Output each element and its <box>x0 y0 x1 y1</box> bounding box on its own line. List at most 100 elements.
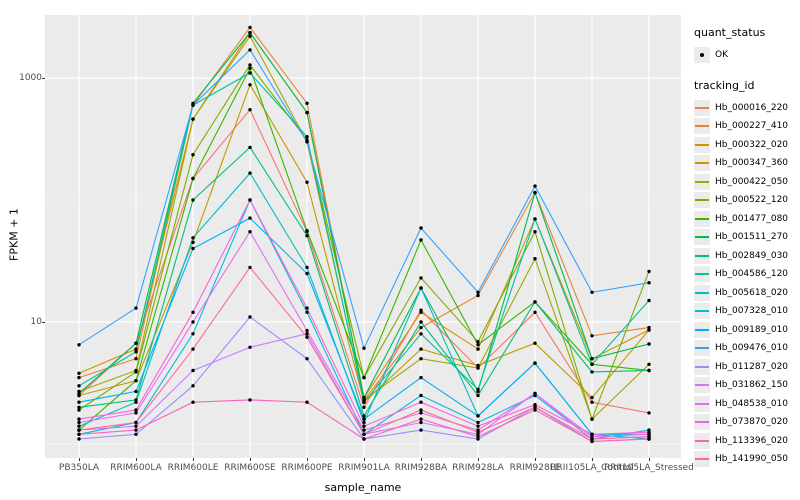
legend-item-Hb_048538_010[interactable]: Hb_048538_010 <box>694 395 798 414</box>
data-point[interactable] <box>419 286 423 290</box>
data-point[interactable] <box>533 403 537 407</box>
legend-item-Hb_009476_010[interactable]: Hb_009476_010 <box>694 339 798 358</box>
data-point[interactable] <box>191 368 195 373</box>
data-point[interactable] <box>419 417 423 421</box>
legend-item-Hb_004586_120[interactable]: Hb_004586_120 <box>694 265 798 284</box>
data-point[interactable] <box>647 362 651 366</box>
data-point[interactable] <box>248 216 252 220</box>
data-point[interactable] <box>248 48 252 52</box>
data-point[interactable] <box>305 306 309 310</box>
data-point[interactable] <box>248 230 252 234</box>
data-point[interactable] <box>77 391 81 396</box>
data-point[interactable] <box>419 375 423 380</box>
data-point[interactable] <box>134 411 138 415</box>
data-point[interactable] <box>476 366 480 370</box>
data-point[interactable] <box>248 63 252 67</box>
data-point[interactable] <box>191 240 195 244</box>
data-point[interactable] <box>191 176 195 181</box>
data-point[interactable] <box>419 320 423 324</box>
data-point[interactable] <box>419 347 423 351</box>
data-point[interactable] <box>476 434 480 439</box>
data-point[interactable] <box>476 414 480 418</box>
data-point[interactable] <box>77 405 81 409</box>
data-point[interactable] <box>362 400 366 404</box>
data-point[interactable] <box>476 293 480 298</box>
data-point[interactable] <box>362 346 366 350</box>
data-point[interactable] <box>647 328 651 332</box>
data-point[interactable] <box>305 110 309 115</box>
data-point[interactable] <box>77 417 81 421</box>
data-point[interactable] <box>134 306 138 310</box>
data-point[interactable] <box>476 363 480 368</box>
data-point[interactable] <box>419 393 423 398</box>
legend-item-Hb_000522_120[interactable]: Hb_000522_120 <box>694 191 798 210</box>
data-point[interactable] <box>590 395 594 400</box>
data-point[interactable] <box>77 428 81 432</box>
data-point[interactable] <box>248 171 252 175</box>
data-point[interactable] <box>305 310 309 314</box>
data-point[interactable] <box>419 332 423 336</box>
data-point[interactable] <box>362 375 366 380</box>
data-point[interactable] <box>191 384 195 388</box>
data-point[interactable] <box>419 226 423 230</box>
data-point[interactable] <box>77 408 81 412</box>
data-point[interactable] <box>134 400 138 404</box>
data-point[interactable] <box>305 271 309 276</box>
data-point[interactable] <box>248 315 252 319</box>
legend-item-Hb_007328_010[interactable]: Hb_007328_010 <box>694 302 798 321</box>
data-point[interactable] <box>248 83 252 87</box>
data-point[interactable] <box>533 300 537 304</box>
data-point[interactable] <box>134 420 138 425</box>
data-point[interactable] <box>77 432 81 436</box>
data-point[interactable] <box>647 342 651 346</box>
data-point[interactable] <box>134 432 138 436</box>
data-point[interactable] <box>305 328 309 333</box>
data-point[interactable] <box>533 391 537 396</box>
data-point[interactable] <box>476 343 480 347</box>
data-point[interactable] <box>533 405 537 409</box>
data-point[interactable] <box>248 145 252 150</box>
legend-item-Hb_073870_020[interactable]: Hb_073870_020 <box>694 413 798 432</box>
legend-item-Hb_001511_270[interactable]: Hb_001511_270 <box>694 228 798 247</box>
data-point[interactable] <box>476 420 480 425</box>
data-point[interactable] <box>77 420 81 425</box>
data-point[interactable] <box>305 234 309 238</box>
data-point[interactable] <box>647 430 651 434</box>
data-point[interactable] <box>77 437 81 441</box>
data-point[interactable] <box>191 310 195 314</box>
data-point[interactable] <box>134 370 138 374</box>
data-point[interactable] <box>305 135 309 139</box>
data-point[interactable] <box>191 332 195 336</box>
data-point[interactable] <box>191 117 195 121</box>
data-point[interactable] <box>362 414 366 418</box>
data-point[interactable] <box>647 281 651 285</box>
data-point[interactable] <box>590 439 594 444</box>
legend-item-Hb_009189_010[interactable]: Hb_009189_010 <box>694 321 798 340</box>
data-point[interactable] <box>647 437 651 441</box>
data-point[interactable] <box>77 371 81 375</box>
data-point[interactable] <box>305 357 309 361</box>
data-point[interactable] <box>362 428 366 432</box>
data-point[interactable] <box>476 424 480 428</box>
data-point[interactable] <box>134 408 138 412</box>
data-point[interactable] <box>647 411 651 415</box>
data-point[interactable] <box>134 347 138 351</box>
legend-item-Hb_011287_020[interactable]: Hb_011287_020 <box>694 358 798 377</box>
data-point[interactable] <box>362 395 366 400</box>
legend-item-Hb_000016_220[interactable]: Hb_000016_220 <box>694 99 798 118</box>
data-point[interactable] <box>305 101 309 106</box>
data-point[interactable] <box>590 370 594 374</box>
data-point[interactable] <box>533 341 537 345</box>
data-point[interactable] <box>305 335 309 339</box>
data-point[interactable] <box>248 25 252 30</box>
data-point[interactable] <box>77 375 81 380</box>
data-point[interactable] <box>590 417 594 421</box>
data-point[interactable] <box>533 184 537 188</box>
data-point[interactable] <box>362 432 366 436</box>
legend-item-Hb_031862_150[interactable]: Hb_031862_150 <box>694 376 798 395</box>
data-point[interactable] <box>191 246 195 251</box>
data-point[interactable] <box>647 434 651 439</box>
data-point[interactable] <box>248 31 252 35</box>
data-point[interactable] <box>134 357 138 361</box>
data-point[interactable] <box>77 384 81 388</box>
